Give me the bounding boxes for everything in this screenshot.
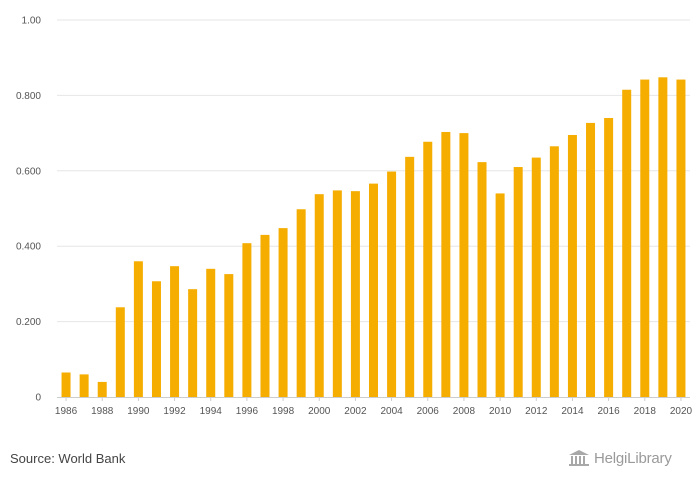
y-tick-label: 0.400 xyxy=(16,242,41,253)
x-tick-label: 1988 xyxy=(91,406,114,417)
x-tick-label: 2012 xyxy=(525,406,548,417)
x-tick-label: 2020 xyxy=(670,406,693,417)
x-tick-label: 1996 xyxy=(236,406,259,417)
bar-2017 xyxy=(622,89,632,398)
y-gridlines xyxy=(57,19,690,323)
bar-2012 xyxy=(531,157,541,397)
bar-2013 xyxy=(549,146,559,397)
bar-2020 xyxy=(676,79,686,397)
y-tick-label: 0 xyxy=(35,393,41,404)
bar-1988 xyxy=(97,381,107,397)
brand-name: HelgiLibrary xyxy=(594,449,672,467)
bar-1987 xyxy=(79,374,89,397)
bar-2000 xyxy=(314,194,324,397)
bar-1989 xyxy=(115,307,125,397)
bar-2016 xyxy=(604,118,614,398)
y-tick-label: 1.00 xyxy=(22,16,42,27)
bar-2015 xyxy=(586,122,596,398)
x-tick-label: 1990 xyxy=(127,406,150,417)
bar-1997 xyxy=(260,234,270,397)
bar-2003 xyxy=(369,183,378,397)
bar-1992 xyxy=(170,266,180,397)
source-note: Source: World Bank xyxy=(10,451,126,466)
x-tick-label: 2010 xyxy=(489,406,512,417)
bar-1986 xyxy=(61,372,71,397)
bar-1995 xyxy=(224,274,234,397)
bar-2010 xyxy=(495,193,505,397)
bar-2005 xyxy=(405,156,415,397)
bar-2002 xyxy=(350,191,360,397)
bar-1998 xyxy=(278,228,288,397)
bar-2006 xyxy=(423,141,433,397)
x-axis-tick-labels: 1986 1988 1990 1992 1994 1996 1998 2000 2002 2004… xyxy=(55,397,693,417)
bar-1999 xyxy=(296,209,306,397)
y-tick-label: 0.800 xyxy=(16,91,41,102)
bar-1990 xyxy=(133,261,143,397)
y-axis-tick-labels: 0 0.200 0.400 0.600 0.800 1.00 xyxy=(16,16,41,404)
x-tick-label: 2008 xyxy=(453,406,476,417)
bar-2011 xyxy=(513,167,523,397)
bar-1991 xyxy=(151,281,161,397)
bar-2014 xyxy=(567,134,577,398)
x-tick-label: 2014 xyxy=(561,406,584,417)
bar-2001 xyxy=(332,190,342,397)
x-tick-label: 2018 xyxy=(634,406,657,417)
bar-1994 xyxy=(206,268,216,397)
bar-2018 xyxy=(640,79,650,397)
x-tick-label: 2004 xyxy=(380,406,403,417)
bar-2009 xyxy=(477,162,487,397)
x-tick-label: 1986 xyxy=(55,406,78,417)
library-building-icon xyxy=(569,450,589,466)
bar-2019 xyxy=(658,77,668,397)
bar-2008 xyxy=(459,133,469,397)
x-tick-label: 2016 xyxy=(597,406,620,417)
bar-1993 xyxy=(188,289,198,397)
bar-2004 xyxy=(387,171,397,397)
x-tick-label: 1998 xyxy=(272,406,295,417)
helgilibrary-logo: HelgiLibrary xyxy=(568,449,672,467)
bar-1996 xyxy=(242,243,252,397)
x-tick-label: 2002 xyxy=(344,406,367,417)
x-tick-label: 2000 xyxy=(308,406,331,417)
x-tick-label: 2006 xyxy=(417,406,440,417)
y-tick-label: 0.600 xyxy=(16,166,41,177)
bars xyxy=(61,77,686,398)
x-tick-label: 1992 xyxy=(163,406,186,417)
x-tick-label: 1994 xyxy=(200,406,223,417)
y-tick-label: 0.200 xyxy=(16,317,41,328)
bar-2007 xyxy=(441,131,451,397)
